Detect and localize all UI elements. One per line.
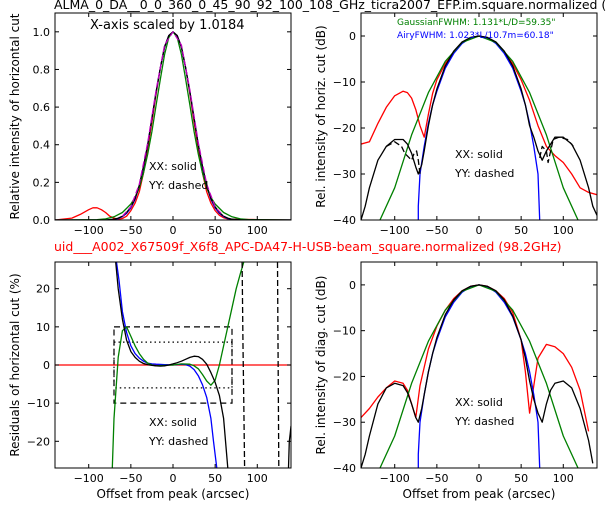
y-tick-label: 0 — [349, 30, 356, 43]
y-tick-label: 1.0 — [33, 26, 51, 39]
plot-area — [55, 31, 291, 220]
y-tick-label: 0 — [349, 279, 356, 292]
chart-panel-top-right: −100 −50 0 50 100 0 −10 −20 −30 −40 Rel. intensity… — [314, 12, 598, 237]
y-tick-label: 0.0 — [33, 214, 51, 227]
x-tick-label: 100 — [247, 224, 268, 237]
series-line-black-4 — [385, 141, 421, 175]
legend-text-line: YY: dashed — [148, 179, 208, 192]
y-axis-label: Rel. intensity of diag. cut (dB) — [314, 276, 328, 455]
y-tick-label: 0.8 — [33, 63, 51, 76]
y-tick-label: −20 — [333, 370, 356, 383]
axes-frame — [360, 12, 598, 221]
x-tick-label: −100 — [380, 224, 410, 237]
series-line-black-3 — [361, 35, 597, 220]
x-tick-label: 50 — [514, 472, 528, 485]
x-tick-label: −50 — [119, 224, 142, 237]
y-tick-label: 0.4 — [33, 139, 51, 152]
x-tick-label: −100 — [74, 224, 104, 237]
series-line-blue-1 — [417, 35, 541, 220]
y-tick-label: 0.2 — [33, 176, 51, 189]
x-tick-label: 50 — [208, 224, 222, 237]
x-tick-label: −50 — [119, 472, 142, 485]
series-line-green-2 — [379, 284, 579, 468]
y-axis-label: Relative intensity of horizontal cut — [8, 13, 22, 219]
legend-text-line: XX: solid — [455, 148, 503, 161]
panels-group: −100 −50 0 50 1000.00.20.40.60.81.0Relative … — [8, 12, 598, 501]
plot-area — [361, 284, 594, 468]
x-tick-label: 0 — [476, 224, 483, 237]
figure-title-top: ALMA_0_DA__0_0_360_0_45_90_92_100_108_GH… — [54, 0, 606, 12]
y-tick-label: −40 — [333, 214, 356, 227]
x-tick-label: 100 — [553, 224, 574, 237]
axes-frame — [360, 261, 598, 469]
series-line-green-2 — [111, 262, 245, 468]
y-tick-label: −20 — [333, 122, 356, 135]
fwhm-label-blue: AiryFWHM: 1.023*L/10.7m=60.18" — [397, 31, 554, 41]
x-tick-label: 100 — [247, 472, 268, 485]
series-line-black-4 — [241, 262, 247, 468]
x-tick-label: −100 — [74, 472, 104, 485]
y-tick-label: 0.6 — [33, 101, 51, 114]
y-tick-label: −20 — [27, 435, 50, 448]
y-tick-label: 10 — [36, 321, 50, 334]
legend-text-line: XX: solid — [149, 416, 197, 429]
x-tick-label: 50 — [208, 472, 222, 485]
series-line-black-5 — [276, 262, 280, 468]
x-tick-label: 0 — [170, 472, 177, 485]
y-tick-label: −10 — [333, 76, 356, 89]
series-line-green-2 — [379, 35, 579, 220]
legend-text-line: YY: dashed — [454, 415, 514, 428]
figure-title-mid: uid___A002_X67509f_X6f8_APC-DA47-H-USB-b… — [54, 239, 562, 254]
chart-panel-bottom-right: −100 −50 0 50 100 0 −10 −20 −30 −40 Rel. intensity… — [314, 261, 598, 501]
x-tick-label: −50 — [425, 224, 448, 237]
legend-text-line: YY: dashed — [148, 435, 208, 448]
y-tick-label: −40 — [333, 462, 356, 475]
x-axis-label: Offset from peak (arcsec) — [97, 487, 250, 501]
y-axis-label: Residuals of horizontal cut (%) — [8, 273, 22, 456]
legend-text-line: YY: dashed — [454, 167, 514, 180]
legend-text-line: XX: solid — [149, 160, 197, 173]
x-tick-label: −50 — [425, 472, 448, 485]
axis-scale-annotation: X-axis scaled by 1.0184 — [90, 18, 245, 33]
x-tick-label: 0 — [170, 224, 177, 237]
y-tick-label: −30 — [333, 416, 356, 429]
legend-text-line: XX: solid — [455, 396, 503, 409]
x-axis-label: Offset from peak (arcsec) — [403, 487, 556, 501]
chart-panel-top-left: −100 −50 0 50 100 0.0 0.2 0.4 0.6 0.8 1.0 Relative … — [8, 12, 292, 237]
x-tick-label: −100 — [380, 472, 410, 485]
y-tick-label: −30 — [333, 168, 356, 181]
x-tick-label: 100 — [553, 472, 574, 485]
y-axis-label: Rel. intensity of horiz. cut (dB) — [314, 25, 328, 207]
series-line-black-5 — [539, 136, 574, 164]
y-tick-label: 20 — [36, 283, 50, 296]
x-tick-label: 50 — [514, 224, 528, 237]
series-line-black-3 — [115, 262, 229, 468]
plot-area — [361, 35, 597, 220]
fwhm-label-green: GaussianFWHM: 1.131*L/D=59.35" — [397, 18, 555, 28]
series-line-black-3 — [361, 284, 594, 468]
y-tick-label: −10 — [27, 397, 50, 410]
plot-area — [55, 262, 291, 468]
y-tick-label: 0 — [43, 359, 50, 372]
x-tick-label: 0 — [476, 472, 483, 485]
series-line-blue-1 — [417, 284, 541, 468]
y-tick-label: −10 — [333, 325, 356, 338]
series-line-magenta-4 — [121, 31, 225, 217]
